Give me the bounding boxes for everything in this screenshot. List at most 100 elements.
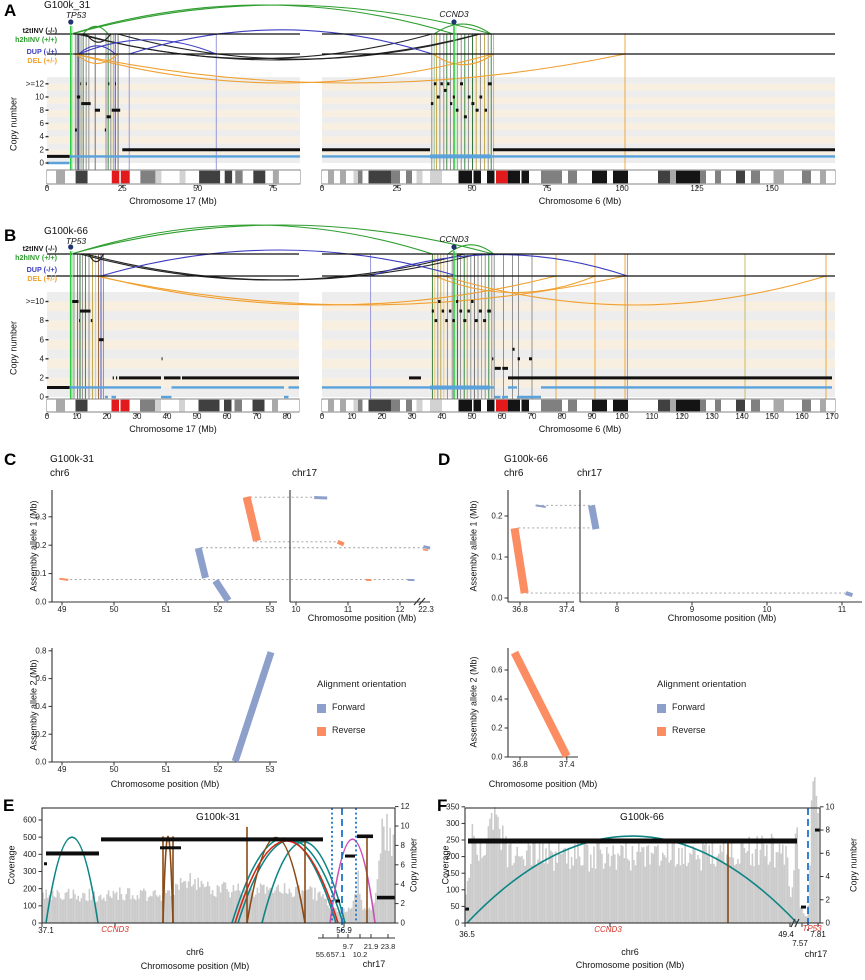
panel-f-chr17: chr17 [804, 949, 828, 959]
svg-text:50: 50 [193, 412, 202, 421]
svg-text:10: 10 [35, 93, 44, 102]
panel-d-label: D [438, 450, 451, 469]
svg-text:12: 12 [401, 802, 410, 811]
svg-text:0: 0 [320, 184, 325, 193]
svg-text:23.8: 23.8 [381, 942, 396, 951]
panel-c-chr6-label: chr6 [50, 468, 70, 479]
svg-text:40: 40 [163, 412, 172, 421]
svg-text:300: 300 [446, 819, 460, 828]
svg-text:0: 0 [401, 919, 406, 928]
svg-text:0.6: 0.6 [35, 674, 47, 683]
panel-c-label: C [4, 450, 17, 469]
panel-c-legend-reverse: Reverse [332, 725, 366, 735]
svg-text:0.8: 0.8 [35, 646, 47, 655]
panel-e-chr6: chr6 [186, 947, 204, 957]
svg-text:400: 400 [23, 850, 37, 859]
svg-text:500: 500 [23, 833, 37, 842]
svg-text:120: 120 [675, 412, 689, 421]
svg-text:10: 10 [826, 802, 835, 811]
svg-text:2: 2 [40, 374, 45, 383]
panel-a-gene-tp53: TP53 [65, 10, 87, 20]
svg-text:0.2: 0.2 [35, 541, 47, 550]
panel-f-title: G100k-66 [620, 812, 664, 823]
panel-e-chr17: chr17 [362, 959, 386, 969]
svg-text:37.4: 37.4 [559, 605, 575, 614]
panel-d-sample: G100k-66 [504, 454, 548, 465]
svg-text:2: 2 [40, 145, 45, 154]
svg-text:0.1: 0.1 [35, 569, 47, 578]
svg-text:49: 49 [58, 605, 67, 614]
panel-f-gene-ccnd3: CCND3 [594, 925, 622, 934]
svg-text:36.8: 36.8 [512, 605, 528, 614]
panel-c-legend-forward: Forward [332, 702, 366, 712]
svg-text:8: 8 [40, 106, 45, 115]
sv-legend-a-2: DUP (-/+) [26, 47, 57, 56]
panel-b-sample: G100k-66 [44, 226, 88, 237]
svg-text:0.2: 0.2 [35, 730, 47, 739]
svg-text:75: 75 [268, 184, 277, 193]
svg-text:70: 70 [528, 412, 537, 421]
panel-c-legend-title: Alignment orientation [317, 679, 407, 690]
panel-d-ylabel-allele1: Assembly allele 1 (Mb) [468, 500, 479, 592]
panel-e-xtick-end: 56.9 [336, 926, 352, 935]
svg-text:150: 150 [446, 869, 460, 878]
svg-text:0.6: 0.6 [491, 666, 503, 675]
panel-d-ylabel-allele2: Assembly allele 2 (Mb) [468, 656, 479, 748]
panel-f-xtick-0: 36.5 [459, 930, 475, 939]
svg-text:50: 50 [468, 184, 477, 193]
panel-a-ylabel: Copy number [8, 96, 19, 152]
svg-text:4: 4 [40, 132, 45, 141]
sv-legend-a-1: h2hINV (+/+) [15, 35, 57, 44]
svg-text:6: 6 [40, 335, 45, 344]
svg-text:11: 11 [344, 605, 353, 614]
svg-text:53: 53 [266, 605, 275, 614]
svg-text:70: 70 [253, 412, 262, 421]
svg-text:100: 100 [615, 412, 629, 421]
svg-text:51: 51 [162, 765, 171, 774]
panel-a-label: A [4, 1, 17, 20]
svg-text:200: 200 [446, 852, 460, 861]
svg-text:40: 40 [438, 412, 447, 421]
sv-legend-a-3: DEL (+/-) [27, 56, 57, 65]
panel-a-xlabel-chr6: Chromosome 6 (Mb) [538, 196, 622, 206]
svg-text:10.2: 10.2 [353, 950, 368, 959]
svg-text:6: 6 [826, 849, 831, 858]
panel-f-gene-tp53: TP53 [802, 924, 822, 933]
panel-f-ylabel: Coverage [440, 845, 451, 885]
svg-text:10: 10 [292, 605, 301, 614]
svg-text:250: 250 [446, 836, 460, 845]
panel-e-ylabel: Coverage [6, 845, 17, 885]
svg-text:60: 60 [498, 412, 507, 421]
svg-text:125: 125 [690, 184, 704, 193]
svg-text:12: 12 [396, 605, 405, 614]
svg-text:100: 100 [23, 901, 37, 910]
svg-text:50: 50 [110, 765, 119, 774]
svg-text:100: 100 [615, 184, 629, 193]
sv-legend-b-1: h2hINV (+/+) [15, 253, 57, 262]
svg-text:4: 4 [40, 354, 45, 363]
panel-b-ylabel: Copy number [8, 320, 19, 376]
svg-text:90: 90 [588, 412, 597, 421]
panel-f-label: F [437, 796, 448, 815]
svg-text:0.1: 0.1 [491, 553, 503, 562]
svg-text:49: 49 [58, 765, 67, 774]
svg-text:0: 0 [826, 919, 831, 928]
svg-text:25: 25 [118, 184, 127, 193]
svg-text:52: 52 [214, 605, 223, 614]
svg-text:52: 52 [214, 765, 223, 774]
svg-text:0.4: 0.4 [35, 702, 47, 711]
panel-c-ylabel-allele1: Assembly allele 1 (Mb) [28, 500, 39, 592]
svg-text:0.3: 0.3 [35, 512, 47, 521]
svg-text:0.4: 0.4 [491, 695, 503, 704]
panel-b-xlabel-chr6: Chromosome 6 (Mb) [538, 424, 622, 434]
svg-text:>=12: >=12 [26, 79, 45, 88]
panel-f-chr6: chr6 [621, 947, 639, 957]
panel-f-ylabel-right: Copy number [848, 837, 859, 893]
panel-c-chr17-label: chr17 [292, 468, 318, 479]
svg-text:8: 8 [615, 605, 620, 614]
svg-text:4: 4 [401, 880, 406, 889]
svg-text:0: 0 [45, 412, 50, 421]
svg-text:0: 0 [455, 919, 460, 928]
svg-text:50: 50 [193, 184, 202, 193]
